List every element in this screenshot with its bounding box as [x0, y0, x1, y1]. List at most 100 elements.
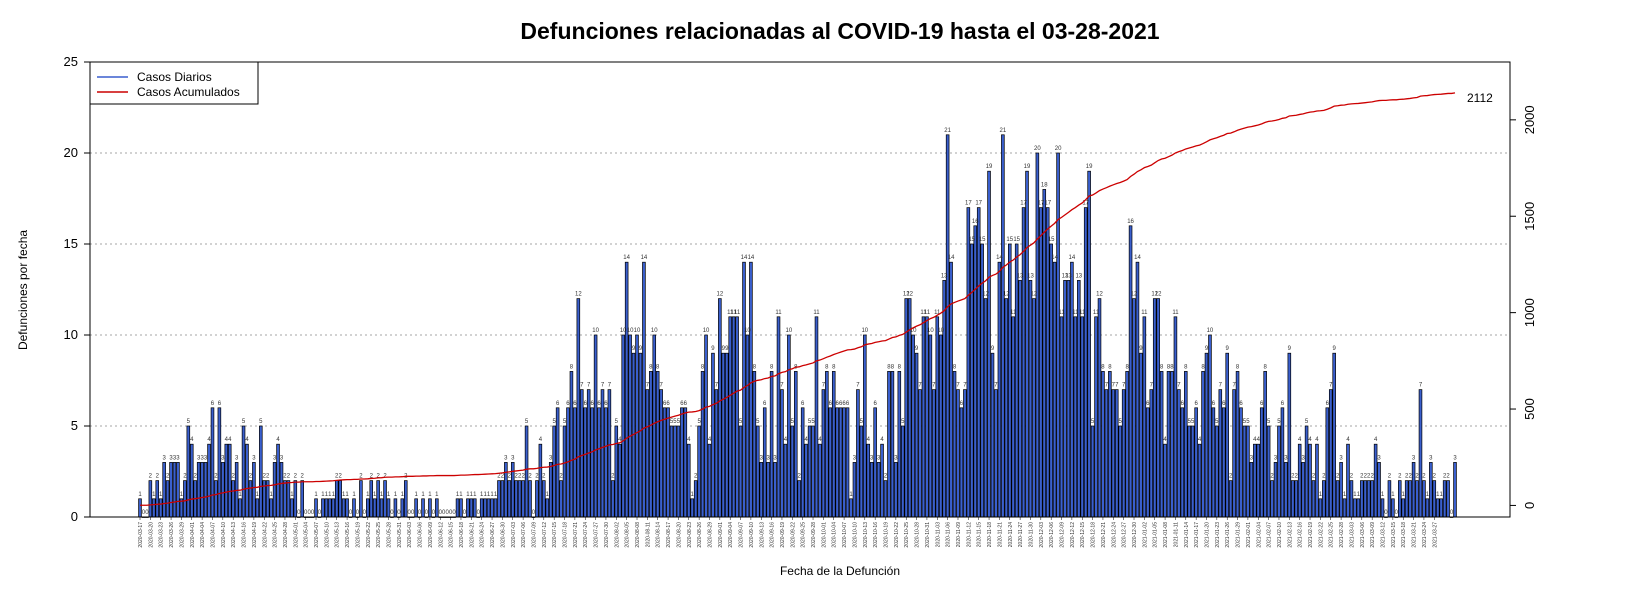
legend-cumulative-label: Casos Acumulados: [137, 85, 240, 99]
bar: [990, 352, 995, 518]
x-tick-label: 2020-05-31: [397, 522, 403, 548]
bar: [1032, 298, 1036, 518]
bar-label: 0: [304, 510, 308, 516]
bar: [1056, 152, 1060, 518]
bar: [469, 498, 474, 518]
bar: [207, 443, 211, 518]
bar: [169, 462, 173, 518]
bar-label: 6: [1181, 401, 1185, 407]
bar: [1052, 261, 1057, 518]
x-tick-label: 2020-10-25: [904, 522, 910, 548]
bar-label: 6: [842, 401, 846, 407]
x-tick-label: 2020-08-20: [676, 522, 682, 548]
bar-label: 1: [373, 492, 377, 498]
bar-label: 6: [680, 401, 684, 407]
bar: [1190, 425, 1195, 518]
bar: [1118, 425, 1122, 518]
x-tick-label: 2020-11-12: [966, 522, 972, 547]
bar: [1159, 371, 1164, 518]
x-tick-label: 2020-12-18: [1091, 522, 1097, 548]
bar: [1401, 498, 1405, 518]
bar-label: 2: [1415, 474, 1419, 480]
bar-label: 2: [1405, 474, 1409, 480]
bar: [873, 407, 877, 518]
bar-label: 2: [1422, 474, 1426, 480]
bar-label: 10: [744, 328, 751, 334]
bar: [897, 371, 902, 518]
bar-label: 1: [394, 492, 398, 498]
bar-label: 8: [1108, 364, 1112, 370]
bar: [738, 425, 743, 518]
bar-label: 4: [687, 437, 691, 443]
bar: [735, 316, 739, 518]
bar: [259, 425, 263, 518]
bar-label: 4: [207, 437, 211, 443]
bar: [1353, 498, 1357, 518]
bar-label: 9: [991, 346, 995, 352]
x-tick-label: 2020-05-19: [355, 522, 361, 548]
bar: [379, 498, 384, 518]
bar-label: 6: [211, 401, 215, 407]
bar-label: 10: [937, 328, 944, 334]
bar-label: 3: [760, 455, 764, 461]
bar: [811, 425, 815, 518]
bar-label: 1: [473, 492, 477, 498]
gridlines: [90, 152, 1510, 427]
x-tick-label: 2020-10-31: [925, 522, 931, 548]
bar: [1007, 243, 1012, 518]
x-tick-label: 2020-05-28: [387, 522, 393, 548]
x-tick-label: 2020-08-14: [656, 522, 662, 548]
bar: [1232, 389, 1236, 518]
bar: [279, 462, 284, 518]
x-tick-label: 2021-03-12: [1381, 522, 1387, 548]
bar: [1066, 280, 1071, 518]
bar-label: 8: [770, 364, 774, 370]
bar: [238, 498, 242, 518]
bar-label: 6: [584, 401, 588, 407]
bar: [828, 407, 833, 518]
bar: [497, 480, 501, 518]
bar-label: 8: [1263, 364, 1267, 370]
x-tick-label: 2020-08-17: [666, 522, 672, 548]
bar: [814, 316, 819, 518]
x-tick-label: 2020-03-23: [159, 522, 165, 548]
bar-label: 6: [1146, 401, 1150, 407]
x-tick-label: 2020-10-07: [842, 522, 848, 548]
bar-label: 21: [1000, 128, 1007, 134]
bar: [959, 407, 964, 518]
bar: [869, 462, 874, 518]
bar-label: 2: [249, 474, 253, 480]
bar-label: 1: [849, 492, 853, 498]
bar: [628, 334, 632, 518]
bar: [466, 498, 470, 518]
cumulative-line: [140, 92, 1456, 506]
bar-label: 6: [1260, 401, 1264, 407]
x-tick-label: 2020-06-24: [480, 522, 486, 548]
bar-label: 12: [1003, 292, 1010, 298]
bar-label: 0: [411, 510, 415, 516]
daily-bars: [138, 134, 1457, 518]
bar-label: 5: [860, 419, 864, 425]
bar-label: 2: [1291, 474, 1295, 480]
bar-label: 0: [425, 510, 429, 516]
bar: [331, 498, 336, 518]
bar: [845, 407, 850, 518]
bar: [576, 298, 581, 518]
bar-label: 6: [218, 401, 222, 407]
bar-label: 6: [604, 401, 608, 407]
bar-label: 9: [1205, 346, 1209, 352]
bar-label: 8: [1101, 364, 1105, 370]
bar: [938, 334, 943, 518]
bar: [290, 498, 294, 518]
bar: [597, 407, 601, 518]
bar-label: 11: [1093, 310, 1100, 316]
bar: [1111, 389, 1116, 518]
bar-label: 2: [376, 474, 380, 480]
bar-label: 1: [238, 492, 242, 498]
bar: [507, 480, 512, 518]
bar-label: 2: [528, 474, 532, 480]
bar: [1387, 480, 1392, 518]
bar-label: 14: [996, 255, 1003, 261]
bar-label: 6: [663, 401, 667, 407]
bar-label: 3: [200, 455, 204, 461]
